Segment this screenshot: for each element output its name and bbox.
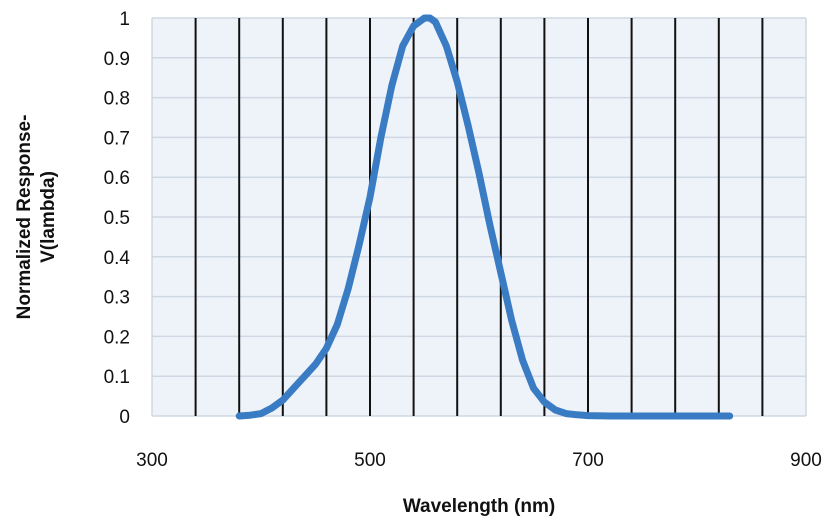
y-tick-label-9: 0.9 — [104, 49, 130, 70]
y-tick-labels: 0 0.1 0.2 0.3 0.4 0.5 0.6 0.7 0.8 0.9 1 — [104, 9, 131, 428]
x-tick-label-2: 700 — [572, 450, 604, 471]
x-tick-label-0: 300 — [136, 450, 168, 471]
y-tick-label-1: 0.1 — [104, 367, 130, 388]
x-tick-label-3: 900 — [790, 450, 822, 471]
y-tick-label-3: 0.3 — [104, 288, 130, 309]
y-tick-label-0: 0 — [119, 407, 130, 428]
y-tick-label-4: 0.4 — [104, 248, 131, 269]
y-tick-label-5: 0.5 — [104, 208, 130, 229]
x-axis-title: Wavelength (nm) — [403, 496, 555, 517]
series-line-0 — [235, 14, 734, 420]
y-tick-label-2: 0.2 — [104, 327, 130, 348]
y-tick-label-6: 0.6 — [104, 168, 130, 189]
y-tick-label-7: 0.7 — [104, 128, 130, 149]
x-tick-labels: 300 500 700 900 — [136, 450, 822, 471]
y-axis-title: Normalized Response- V(lambda) — [14, 115, 59, 320]
y-tick-label-10: 1 — [119, 9, 130, 30]
minor-gridlines — [151, 17, 807, 417]
series-layer — [235, 14, 734, 420]
y-axis-title-line-2: V(lambda) — [38, 171, 59, 263]
y-tick-label-8: 0.8 — [104, 89, 130, 110]
major-gridlines — [194, 18, 764, 416]
x-tick-label-1: 500 — [354, 450, 386, 471]
y-axis-title-line-1: Normalized Response- — [14, 115, 35, 320]
